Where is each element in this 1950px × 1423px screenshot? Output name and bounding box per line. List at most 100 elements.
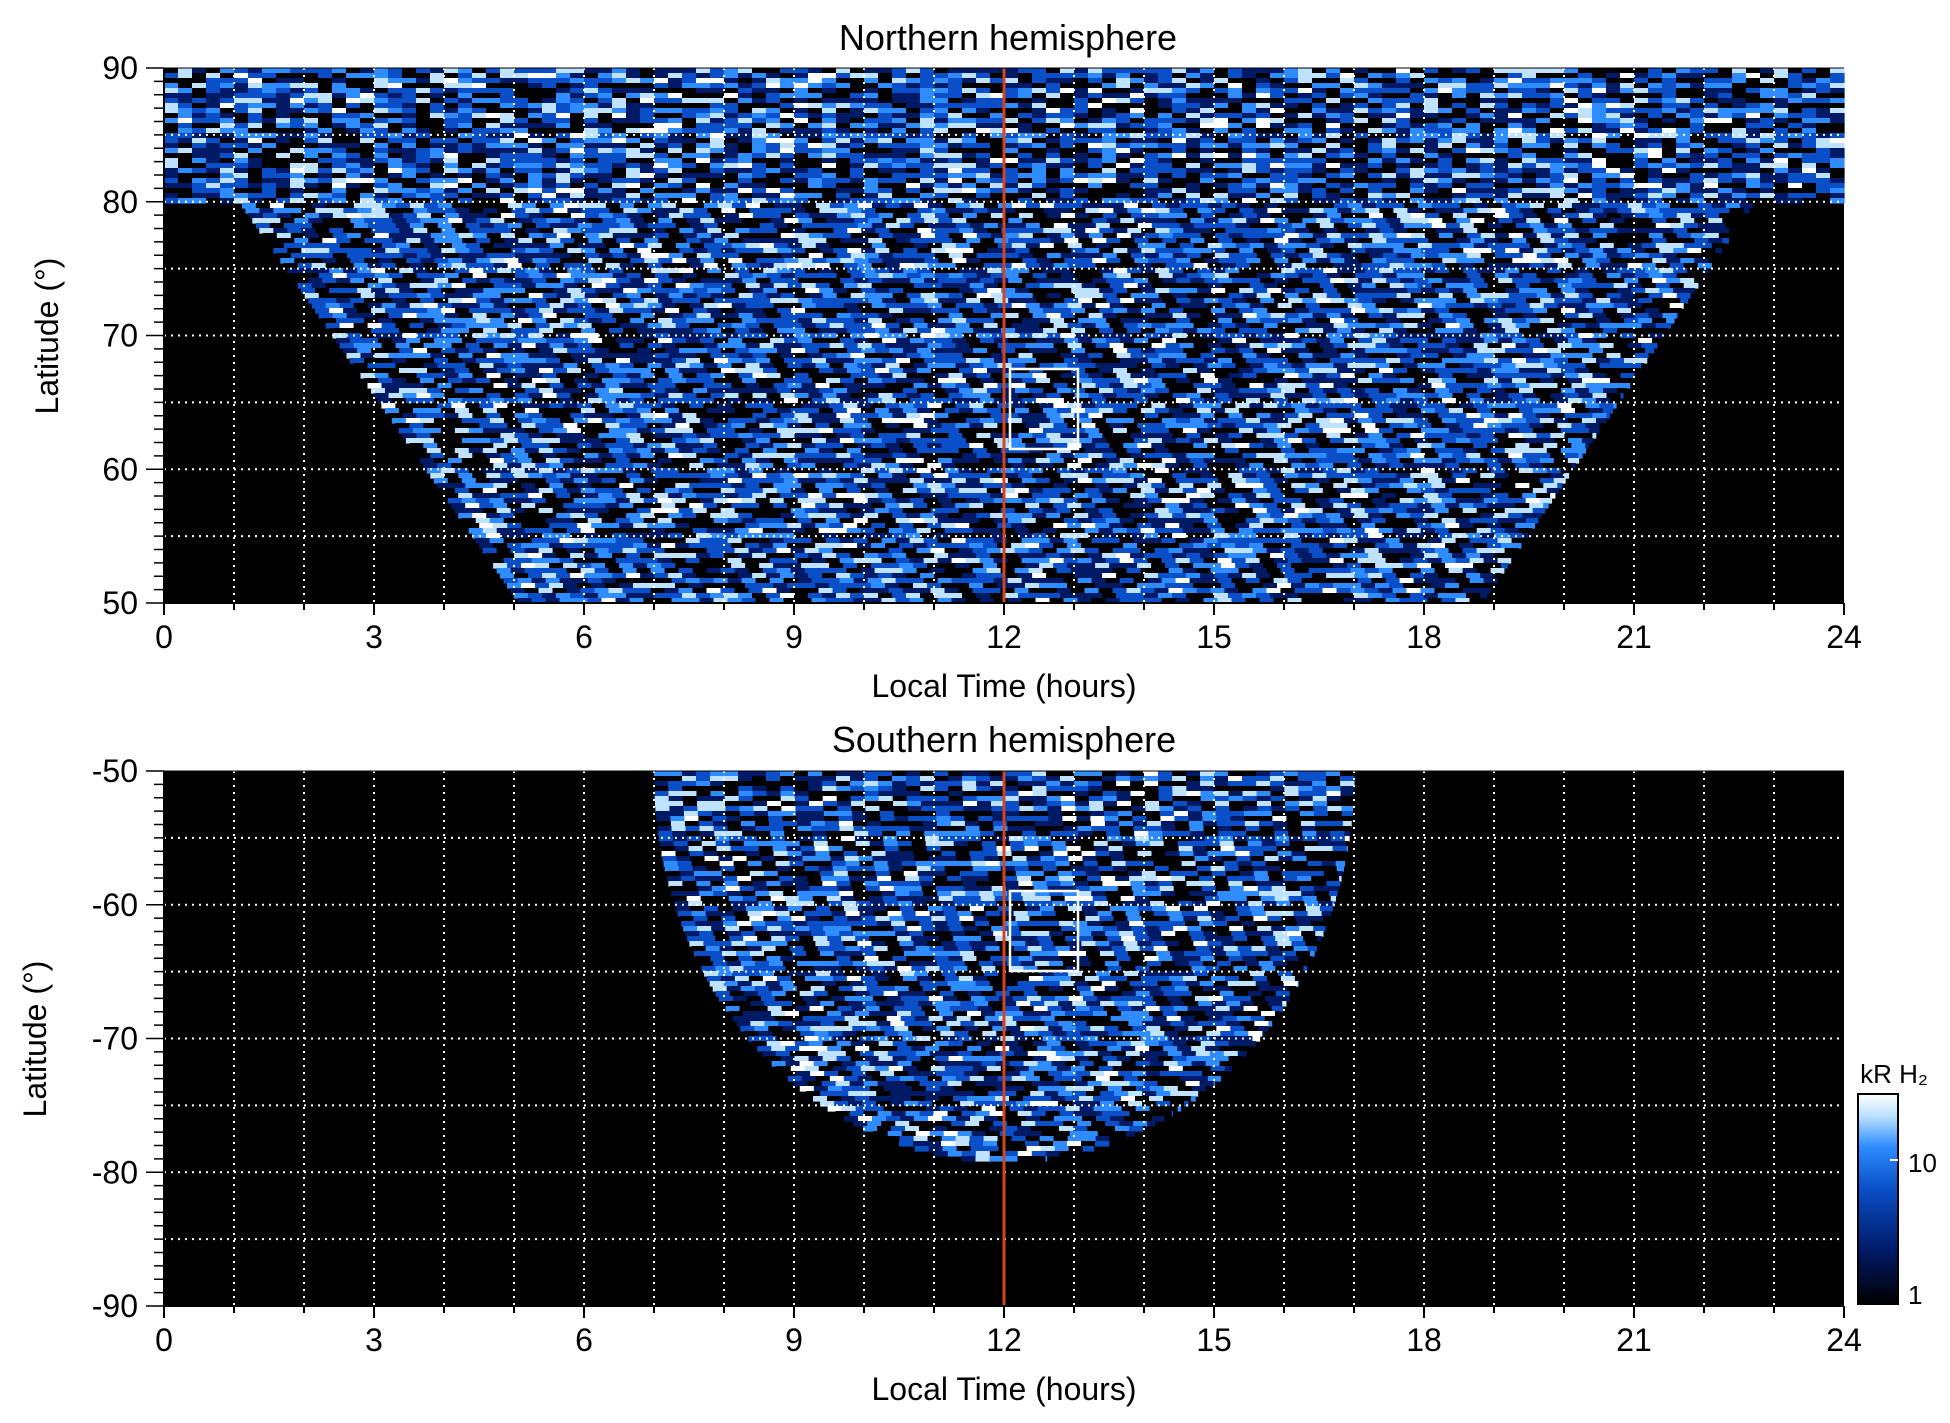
emission-cell <box>1137 243 1153 249</box>
emission-cell <box>1396 93 1411 99</box>
emission-cell <box>1445 203 1461 209</box>
emission-cell <box>1284 153 1299 159</box>
emission-cell <box>1701 248 1716 254</box>
emission-cell <box>1648 143 1663 149</box>
emission-cell <box>644 258 659 264</box>
emission-cell <box>619 223 635 229</box>
emission-cell <box>556 183 571 189</box>
emission-cell <box>276 153 291 159</box>
emission-cell <box>1550 93 1565 99</box>
emission-cell <box>654 173 669 179</box>
emission-cell <box>738 73 753 79</box>
emission-cell <box>570 68 585 74</box>
emission-cell <box>1676 168 1691 174</box>
emission-cell <box>1368 158 1383 164</box>
emission-cell <box>255 223 271 229</box>
emission-cell <box>588 238 603 244</box>
emission-cell <box>1211 228 1226 234</box>
emission-cell <box>1424 233 1440 239</box>
emission-cell <box>1802 193 1817 199</box>
emission-cell <box>1242 143 1257 149</box>
emission-cell <box>420 278 435 284</box>
emission-cell <box>861 248 876 254</box>
emission-cell <box>829 243 845 249</box>
emission-cell <box>1452 113 1467 119</box>
emission-cell <box>1263 283 1279 289</box>
emission-cell <box>990 153 1005 159</box>
emission-cell <box>206 138 221 144</box>
emission-cell <box>1708 258 1716 264</box>
emission-cell <box>388 183 403 189</box>
emission-cell <box>346 168 361 174</box>
emission-cell <box>1071 248 1086 254</box>
emission-cell <box>1032 113 1047 119</box>
emission-cell <box>1102 98 1117 104</box>
emission-cell <box>1158 98 1173 104</box>
emission-cell <box>1186 168 1201 174</box>
emission-cell <box>528 113 543 119</box>
emission-cell <box>1662 153 1677 159</box>
emission-cell <box>1144 233 1160 239</box>
emission-cell <box>906 113 921 119</box>
emission-cell <box>525 248 540 254</box>
emission-cell <box>399 228 414 234</box>
emission-cell <box>1242 103 1257 109</box>
emission-cell <box>1620 108 1635 114</box>
emission-cell <box>1284 173 1299 179</box>
emission-cell <box>1732 158 1747 164</box>
emission-cell <box>318 93 333 99</box>
emission-cell <box>931 248 946 254</box>
emission-cell <box>458 253 474 259</box>
emission-cell <box>1638 218 1653 224</box>
emission-cell <box>826 238 841 244</box>
emission-cell <box>1302 258 1317 264</box>
emission-cell <box>402 253 418 259</box>
emission-cell <box>1655 203 1671 209</box>
emission-cell <box>605 283 621 289</box>
emission-cell <box>406 258 421 264</box>
emission-cell <box>1466 273 1482 279</box>
emission-cell <box>668 73 683 79</box>
emission-cell <box>616 218 631 224</box>
emission-cell <box>1410 123 1425 129</box>
emission-cell <box>350 278 365 284</box>
emission-cell <box>332 138 347 144</box>
emission-cell <box>1438 88 1453 94</box>
emission-cell <box>304 88 319 94</box>
emission-cell <box>714 278 729 284</box>
emission-cell <box>1536 168 1551 174</box>
emission-cell <box>1774 173 1789 179</box>
emission-cell <box>346 188 361 194</box>
emission-cell <box>588 218 603 224</box>
emission-cell <box>920 118 935 124</box>
emission-cell <box>668 153 683 159</box>
emission-cell <box>1704 118 1719 124</box>
emission-cell <box>794 128 809 134</box>
emission-cell <box>976 163 991 169</box>
emission-cell <box>917 248 932 254</box>
emission-cell <box>472 173 487 179</box>
emission-cell <box>752 183 767 189</box>
emission-cell <box>710 213 726 219</box>
emission-cell <box>1130 183 1145 189</box>
emission-cell <box>1046 163 1061 169</box>
emission-cell <box>1648 193 1663 199</box>
emission-cell <box>1249 203 1265 209</box>
emission-cell <box>1606 183 1621 189</box>
emission-cell <box>1284 103 1299 109</box>
emission-cell <box>1015 228 1030 234</box>
emission-cell <box>1193 203 1209 209</box>
emission-cell <box>1592 233 1608 239</box>
emission-cell <box>1676 233 1692 239</box>
emission-cell <box>570 178 585 184</box>
emission-cell <box>1197 248 1212 254</box>
emission-cell <box>1802 123 1817 129</box>
emission-cell <box>1200 168 1215 174</box>
emission-cell <box>234 193 249 199</box>
emission-cell <box>1368 98 1383 104</box>
emission-cell <box>969 243 985 249</box>
emission-cell <box>248 108 263 114</box>
emission-cell <box>1368 143 1383 149</box>
emission-cell <box>528 168 543 174</box>
emission-cell <box>1253 248 1268 254</box>
